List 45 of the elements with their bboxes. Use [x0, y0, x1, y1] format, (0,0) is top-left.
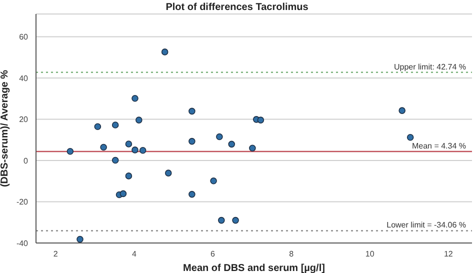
y-tick-label: -40 [16, 238, 29, 248]
x-tick-label: 6 [210, 250, 216, 259]
x-tick-label: 4 [132, 250, 137, 259]
point [112, 156, 119, 164]
y-axis-title: (DBS-serum)/ Average % [0, 70, 11, 188]
x-tick-label: 2 [53, 250, 58, 259]
point [125, 140, 132, 148]
point [188, 108, 196, 115]
point [132, 94, 138, 102]
point [218, 216, 225, 224]
point [188, 190, 196, 198]
point [216, 133, 223, 140]
point [100, 144, 107, 151]
point [112, 122, 119, 128]
point [94, 123, 102, 130]
point [161, 48, 168, 56]
chart-title: Plot of differences Tacrolimus [166, 2, 309, 13]
y-tick-label: 0 [24, 156, 29, 166]
point [210, 178, 217, 184]
point [120, 190, 127, 198]
ref-line-label: Upper limit: 42.74 % [394, 62, 466, 72]
ref-line-label: Lower limit = -34.06 % [386, 220, 466, 230]
point [132, 146, 138, 154]
x-tick-label: 12 [444, 250, 454, 259]
y-tick-label: 20 [19, 115, 29, 124]
point [66, 148, 74, 155]
point [188, 138, 196, 145]
ref-line-label: Mean = 4.34 % [412, 142, 466, 151]
y-tick-label: -20 [16, 198, 29, 207]
point [249, 144, 256, 152]
point [406, 134, 414, 141]
point [398, 107, 406, 114]
x-tick-label: 8 [289, 250, 294, 259]
y-tick-label: 60 [19, 32, 29, 42]
point [136, 116, 142, 124]
y-tick-label: 40 [19, 74, 29, 83]
point [139, 146, 146, 154]
point [228, 140, 236, 148]
x-axis-title: Mean of DBS and serum [µg/l] [183, 263, 325, 273]
point [76, 236, 84, 243]
point [125, 172, 132, 180]
point [164, 170, 172, 176]
point [232, 216, 239, 224]
x-tick-label: 10 [365, 250, 375, 259]
point [257, 116, 264, 124]
